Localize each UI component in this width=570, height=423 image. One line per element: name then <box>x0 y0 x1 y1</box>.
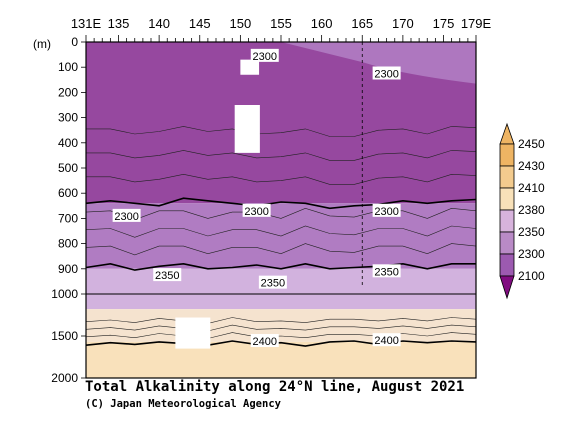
contour-label-bg <box>372 264 401 278</box>
surface-high-region <box>281 42 476 84</box>
contour-label: 2350 <box>261 278 285 290</box>
y-tick-label: 600 <box>58 186 78 200</box>
colorbar-label: 2100 <box>518 269 545 283</box>
contour-label: 2300 <box>374 206 398 218</box>
colorbar-bottom-arrow <box>499 275 515 300</box>
contour-label-bg <box>250 48 279 62</box>
fill-band-4 <box>86 309 476 342</box>
y-tick-label: 1500 <box>51 329 78 343</box>
x-tick-label: 175 <box>433 16 455 31</box>
contour-label: 2300 <box>114 211 138 223</box>
isoline-minor-2350-1 <box>85 243 477 256</box>
contour-label-bg <box>372 203 401 217</box>
colorbar-label: 2450 <box>518 137 545 151</box>
colorbar-top-arrow <box>499 122 515 145</box>
contour-label: 2400 <box>253 336 277 348</box>
x-axis: 131E 135 140 145 150 155 160 165 170 175 179E <box>71 16 492 42</box>
colorbar-legend: 2450 2430 2410 2380 2350 2300 2100 <box>499 122 545 300</box>
colorbar-segment <box>499 209 515 233</box>
chart-title: Total Alkalinity along 24°N line, August… <box>85 379 465 395</box>
colorbar-label: 2410 <box>518 181 545 195</box>
colorbar-segment <box>499 143 515 167</box>
y-unit-label: (m) <box>33 37 51 51</box>
x-tick-label: 170 <box>392 16 414 31</box>
contour-lines <box>85 126 477 347</box>
contour-label: 2300 <box>253 51 277 63</box>
isoline-2300 <box>85 197 477 210</box>
isoline-minor-2350-2 <box>85 225 477 238</box>
x-tick-label: 150 <box>230 16 252 31</box>
isoline-minor-2400-1 <box>85 332 477 339</box>
isoline-minor-2400-2 <box>85 324 477 332</box>
y-tick-label: 1000 <box>51 287 78 301</box>
colorbar-segment <box>499 231 515 255</box>
missing-data-regions <box>175 59 260 349</box>
isoline-minor-2300-2 <box>86 150 477 161</box>
alkalinity-color-fill <box>86 42 476 378</box>
colorbar-label: 2300 <box>518 247 545 261</box>
isoline-minor-2300-3 <box>86 126 477 137</box>
y-tick-label: 400 <box>58 136 78 150</box>
contour-label-bg <box>112 208 141 222</box>
x-tick-label: 179E <box>461 16 492 31</box>
contour-label: 2400 <box>374 335 398 347</box>
x-tick-label: 131E <box>71 16 102 31</box>
colorbar-segment <box>499 253 515 277</box>
y-tick-label: 0 <box>71 35 78 49</box>
chart-credit: (C) Japan Meteorological Agency <box>85 398 281 410</box>
y-axis: 0 100 200 300 400 500 600 700 800 900 1000 1500 2000 <box>51 35 86 385</box>
y-tick-label: 900 <box>58 262 78 276</box>
colorbar-label: 2380 <box>518 203 545 217</box>
fill-band-3 <box>86 268 476 310</box>
missing-region-3 <box>175 317 211 349</box>
y-tick-label: 500 <box>58 161 78 175</box>
fill-band-5 <box>86 341 476 378</box>
isoline-minor-2350-3 <box>85 207 477 221</box>
x-tick-label: 140 <box>148 16 170 31</box>
colorbar-label: 2350 <box>518 225 545 239</box>
y-tick-label: 100 <box>58 60 78 74</box>
missing-region-1 <box>240 59 260 75</box>
y-tick-label: 300 <box>58 111 78 125</box>
contour-label: 2350 <box>155 270 179 282</box>
contour-value-labels: 2300 2300 2300 2300 2300 2350 2350 2350 2400 2400 <box>112 48 401 348</box>
colorbar-segment <box>499 165 515 189</box>
contour-label-bg <box>258 275 287 289</box>
contour-label-bg <box>372 333 401 347</box>
contour-label: 2300 <box>374 69 398 81</box>
y-tick-label: 200 <box>58 85 78 99</box>
contour-label: 2300 <box>244 206 268 218</box>
contour-label-bg <box>153 268 182 282</box>
x-tick-label: 135 <box>108 16 130 31</box>
isoline-minor-2400-3 <box>85 317 477 324</box>
colorbar-segment <box>499 187 515 211</box>
isoline-minor-2300-1 <box>86 173 477 185</box>
colorbar-label: 2430 <box>518 159 545 173</box>
contour-label: 2350 <box>374 266 398 278</box>
isoline-2350 <box>85 262 476 271</box>
x-tick-label: 160 <box>311 16 333 31</box>
contour-label-bg <box>372 66 401 80</box>
contour-label-bg <box>250 334 279 348</box>
y-tick-label: 2000 <box>51 371 78 385</box>
x-tick-label: 155 <box>270 16 292 31</box>
isoline-2400 <box>85 340 477 347</box>
y-tick-label: 700 <box>58 211 78 225</box>
x-tick-label: 145 <box>189 16 211 31</box>
contour-label-bg <box>242 203 271 217</box>
y-tick-label: 800 <box>58 237 78 251</box>
x-tick-label: 165 <box>351 16 373 31</box>
missing-region-2 <box>234 105 260 153</box>
